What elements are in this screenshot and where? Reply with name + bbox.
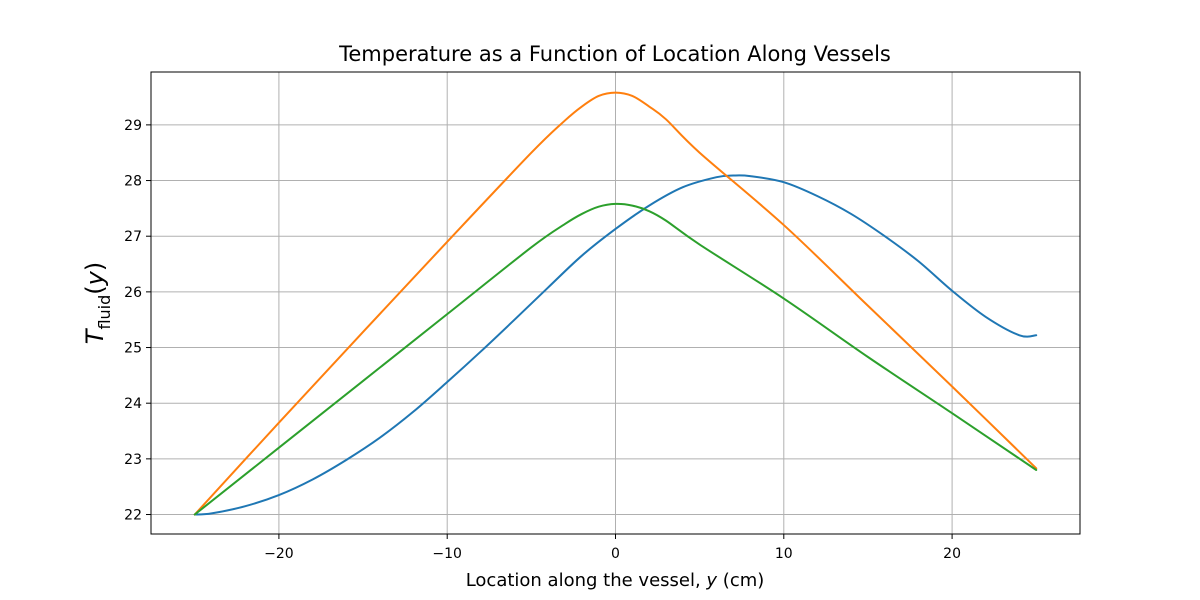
y-tick-label: 24 <box>124 396 142 412</box>
y-axis-label-variable: y <box>81 270 109 286</box>
x-tick-label: 10 <box>775 546 793 562</box>
y-axis-label-open: ( <box>81 285 109 294</box>
y-axis-label: Tfluid(y) <box>81 262 114 344</box>
x-tick-label: −20 <box>264 546 294 562</box>
y-tick-label: 27 <box>124 229 142 245</box>
y-tick-label: 22 <box>124 508 142 524</box>
series-line-3 <box>193 202 1038 516</box>
y-tick-label: 25 <box>124 341 142 357</box>
x-axis-label-prefix: Location along the vessel, <box>466 570 707 591</box>
x-axis-label-variable: y <box>705 570 717 591</box>
x-axis-label: Location along the vessel, y (cm) <box>466 570 765 591</box>
y-axis-label-close: ) <box>81 262 109 271</box>
y-tick-label: 23 <box>124 452 142 468</box>
x-axis: −20 −10 0 10 20 <box>264 534 961 562</box>
chart-title: Temperature as a Function of Location Al… <box>338 42 891 66</box>
y-tick-label: 28 <box>124 174 142 190</box>
y-tick-label: 26 <box>124 285 142 301</box>
series-layer <box>193 91 1038 516</box>
y-axis: 22 23 24 25 26 27 28 29 <box>124 118 151 524</box>
y-axis-label-subscript: fluid <box>95 295 114 330</box>
grid <box>151 72 1080 534</box>
y-tick-label: 29 <box>124 118 142 134</box>
y-axis-label-main: T <box>81 327 109 344</box>
x-axis-label-suffix: (cm) <box>717 570 764 591</box>
x-tick-label: 0 <box>611 546 620 562</box>
x-tick-label: 20 <box>943 546 961 562</box>
series-line-2 <box>193 91 1038 516</box>
x-tick-label: −10 <box>432 546 462 562</box>
series-line-1 <box>193 174 1038 516</box>
